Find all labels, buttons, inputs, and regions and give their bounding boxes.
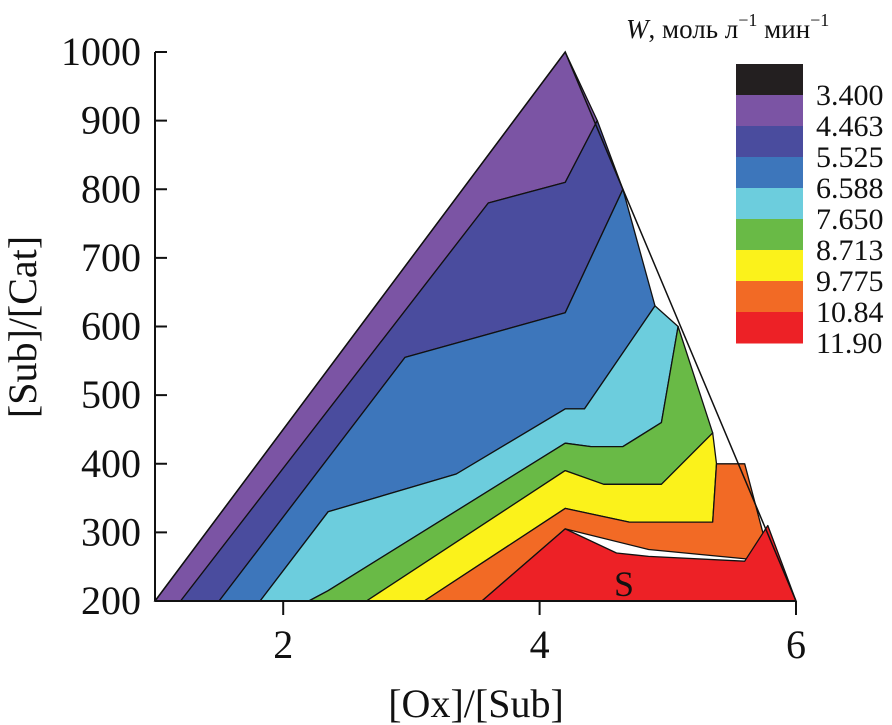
annotation-label: S <box>614 564 634 604</box>
legend-level-label: 9.775 <box>816 265 884 298</box>
legend-level-label: 10.84 <box>816 296 884 329</box>
legend-swatch <box>736 250 803 282</box>
legend-swatch <box>736 95 803 127</box>
legend-title-units: , моль л <box>649 14 739 44</box>
contour-regions <box>153 50 798 602</box>
y-tick-label: 800 <box>81 166 141 211</box>
x-tick-label: 2 <box>273 622 293 667</box>
legend-level-label: 3.400 <box>816 79 884 112</box>
y-tick-label: 700 <box>81 235 141 280</box>
legend-swatch <box>736 281 803 313</box>
annotations: S <box>614 564 634 604</box>
x-ticks: 2 4 6 <box>273 601 806 667</box>
x-tick-label: 6 <box>786 622 806 667</box>
legend-level-label: 4.463 <box>816 110 884 143</box>
legend-swatch <box>736 64 803 96</box>
legend-swatch <box>736 219 803 251</box>
legend-level-label: 8.713 <box>816 234 884 267</box>
y-tick-label: 300 <box>81 509 141 554</box>
legend-swatch <box>736 157 803 189</box>
legend-title-exponent-2: −1 <box>810 10 829 30</box>
x-axis-title: [Ox]/[Sub] <box>388 681 564 725</box>
y-tick-label: 600 <box>81 304 141 349</box>
y-tick-label: 200 <box>81 578 141 623</box>
legend-title-exponent-1: −1 <box>738 10 757 30</box>
y-tick-label: 500 <box>81 372 141 417</box>
y-tick-label: 400 <box>81 441 141 486</box>
legend: W, моль л−1 мин−1 3.4004.4635.5256.5887.… <box>626 10 884 360</box>
legend-title: W, моль л−1 мин−1 <box>626 10 829 44</box>
y-tick-label: 900 <box>81 98 141 143</box>
legend-title-variable: W <box>626 14 651 44</box>
y-ticks: 1000 900 800 700 600 500 400 300 200 <box>61 29 167 623</box>
legend-title-units-2: мин <box>757 14 810 44</box>
legend-swatch <box>736 126 803 158</box>
legend-swatch <box>736 312 803 344</box>
legend-level-label: 11.90 <box>816 327 882 360</box>
legend-swatch <box>736 188 803 220</box>
legend-level-label: 6.588 <box>816 172 884 205</box>
y-axis-title: [Sub]/[Cat] <box>0 236 45 418</box>
legend-labels: 3.4004.4635.5256.5887.6508.7139.77510.84… <box>816 79 884 360</box>
y-tick-label: 1000 <box>61 29 141 74</box>
legend-swatches <box>736 64 803 344</box>
x-tick-label: 4 <box>530 622 550 667</box>
legend-level-label: 5.525 <box>816 141 884 174</box>
legend-level-label: 7.650 <box>816 203 884 236</box>
